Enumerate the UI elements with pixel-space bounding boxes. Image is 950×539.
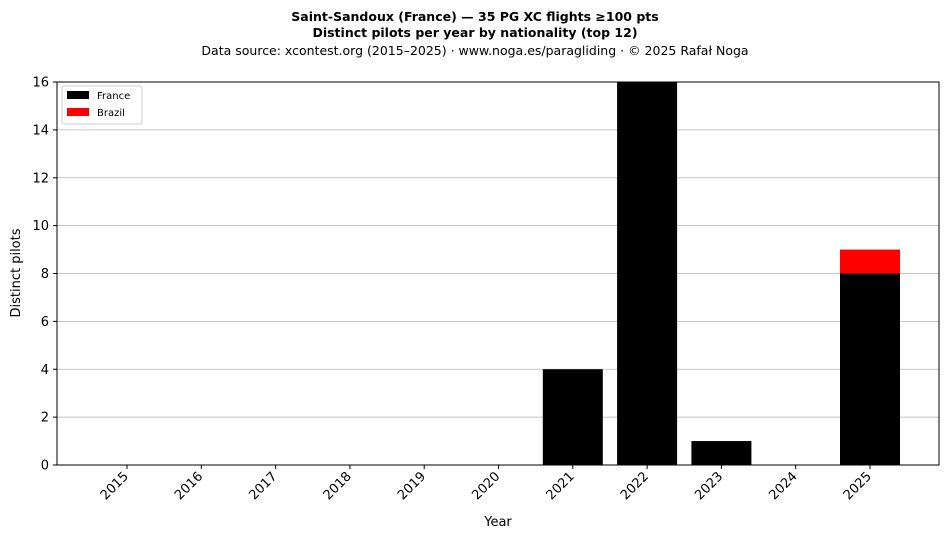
legend-swatch-brazil: [67, 108, 89, 116]
bar-france-2023: [691, 441, 752, 465]
x-tick-label: 2015: [98, 469, 132, 503]
x-axis-label: Year: [483, 515, 512, 530]
y-tick-label: 14: [32, 123, 49, 138]
legend-label-france: France: [97, 91, 130, 102]
bar-france-2025: [840, 273, 900, 465]
y-tick-label: 0: [41, 459, 49, 474]
chart-title-line2: Distinct pilots per year by nationality …: [312, 25, 637, 40]
x-tick-label: 2018: [321, 469, 355, 503]
x-tick-label: 2025: [841, 469, 875, 503]
bars: [542, 82, 900, 465]
y-tick-label: 6: [41, 315, 49, 330]
y-tick-label: 8: [41, 267, 49, 282]
y-axis-label: Distinct pilots: [9, 228, 24, 317]
x-tick-label: 2020: [469, 469, 503, 503]
y-tick-label: 16: [32, 76, 49, 91]
x-tick-label: 2023: [692, 469, 726, 503]
x-tick-label: 2016: [172, 469, 206, 503]
chart-subtitle: Data source: xcontest.org (2015–2025) · …: [201, 43, 748, 58]
y-axis-ticks: 0 2 4 6 8 10 12 14 16: [32, 76, 57, 474]
legend: France Brazil: [61, 85, 143, 125]
x-tick-label: 2022: [618, 469, 652, 503]
x-axis-ticks: 2015 2016 2017 2018 2019 2020 2021 2022 2023 2024…: [98, 465, 875, 503]
x-tick-label: 2024: [767, 469, 801, 503]
y-tick-label: 10: [32, 219, 49, 234]
x-tick-label: 2019: [395, 469, 429, 503]
legend-swatch-france: [67, 91, 89, 99]
y-tick-label: 4: [41, 363, 49, 378]
bar-france-2021: [542, 369, 603, 465]
x-tick-label: 2017: [246, 469, 280, 503]
y-tick-label: 2: [41, 411, 49, 426]
y-tick-label: 12: [32, 171, 49, 186]
legend-label-brazil: Brazil: [97, 108, 125, 119]
bar-france-2022: [617, 82, 678, 465]
chart-title-line1: Saint-Sandoux (France) — 35 PG XC flight…: [291, 9, 658, 24]
grid-lines: [57, 129, 939, 418]
bar-brazil-2025: [840, 249, 900, 274]
x-tick-label: 2021: [544, 469, 578, 503]
